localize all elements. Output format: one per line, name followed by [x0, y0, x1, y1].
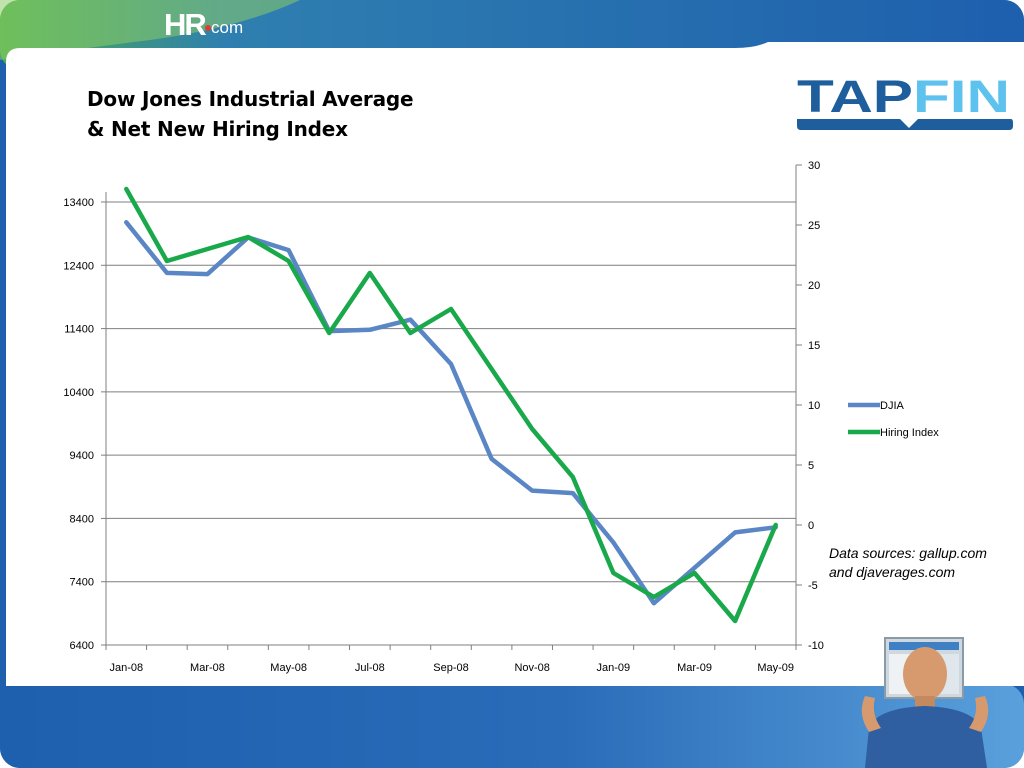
x-axis-tick-label: May-08 [270, 662, 307, 674]
x-axis-tick-label: Nov-08 [514, 662, 549, 674]
legend-label: DJIA [880, 400, 905, 412]
series-line-hiring-index [124, 186, 778, 624]
x-axis-tick-labels: Jan-08 Mar-08 May-08 Jul-08 Sep-08 Nov-08 Jan-… [109, 662, 794, 674]
monitor-screen-bar [889, 642, 959, 650]
content-panel [6, 42, 1024, 686]
data-sources-line1: Data sources: gallup.com [829, 545, 987, 561]
slide-title-line1: Dow Jones Industrial Average [87, 87, 414, 111]
right-axis-tick-label: -10 [808, 640, 824, 652]
x-axis-tick-label: Jan-08 [109, 662, 143, 674]
right-axis-tick-label: -5 [808, 580, 818, 592]
left-axis-tick-label: 11400 [64, 324, 94, 336]
slide-title-line2: & Net New Hiring Index [87, 117, 348, 141]
person-at-computer-illustration [861, 637, 989, 768]
right-axis-tick-label: 30 [808, 160, 820, 172]
right-axis-tick-label: 0 [808, 520, 814, 532]
tapfin-logo-underline [797, 119, 1013, 130]
tapfin-logo-fin: FIN [913, 72, 1010, 122]
chart-axes [101, 164, 802, 650]
left-arm [861, 696, 881, 732]
head [903, 647, 947, 701]
left-axis-tick-label: 10400 [63, 387, 94, 399]
right-axis-tick-label: 10 [808, 400, 820, 412]
footer-bar [0, 684, 1024, 768]
hr-logo-mark: HR [164, 7, 207, 42]
right-axis-tick-label: 25 [808, 220, 820, 232]
x-axis-tick-label: Jan-09 [597, 662, 631, 674]
header-swoosh [0, 0, 300, 60]
slide-title: Dow Jones Industrial Average & Net New H… [87, 84, 414, 144]
tapfin-logo-text: TAP FIN [797, 72, 1010, 122]
left-axis-tick-label: 9400 [70, 450, 94, 462]
chart-grid [106, 201, 796, 646]
left-axis-tick-labels: 6400 7400 8400 9400 10400 11400 12400 13400 [63, 197, 94, 652]
tapfin-logo: TAP FIN [797, 72, 1013, 130]
chart-series [124, 186, 778, 624]
tapfin-logo-tap: TAP [797, 72, 913, 122]
x-axis-tick-label: Mar-08 [190, 662, 225, 674]
shirt [865, 706, 987, 768]
right-arm [969, 696, 989, 732]
right-axis-tick-label: 5 [808, 460, 814, 472]
left-axis-tick-label: 6400 [70, 640, 94, 652]
left-axis-tick-label: 13400 [63, 197, 94, 209]
data-sources-note: Data sources: gallup.com and djaverages.… [829, 544, 987, 582]
left-axis-tick-label: 12400 [63, 260, 94, 272]
chart-legend: DJIA Hiring Index [848, 400, 939, 439]
right-axis-tick-label: 20 [808, 280, 820, 292]
x-axis-tick-label: Mar-09 [677, 662, 712, 674]
series-line-djia [124, 220, 778, 606]
x-axis-tick-label: May-09 [757, 662, 794, 674]
x-axis-tick-label: Sep-08 [433, 662, 468, 674]
left-axis-tick-label: 7400 [70, 577, 94, 589]
right-axis-tick-label: 15 [808, 340, 820, 352]
x-axis-tick-label: Jul-08 [355, 662, 385, 674]
data-sources-line2: and djaverages.com [829, 564, 956, 580]
legend-label: Hiring Index [880, 427, 939, 439]
hr-logo-suffix: com [211, 18, 244, 37]
right-axis-tick-labels: -10 -5 0 5 10 15 20 25 30 [808, 160, 824, 652]
left-axis-tick-label: 8400 [70, 513, 94, 525]
hr-logo-dot [205, 25, 211, 31]
